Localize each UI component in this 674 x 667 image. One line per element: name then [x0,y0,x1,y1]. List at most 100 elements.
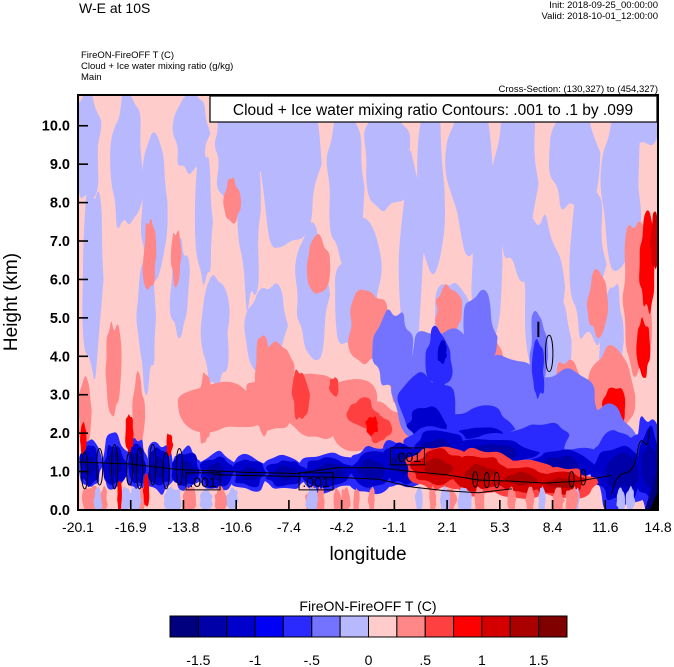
colorbar-swatch [282,615,313,638]
low-level-cooling-core [316,462,346,480]
elevated-warm-core [328,377,339,397]
cross-section-info: Cross-Section: (130,327) to (454,327) [498,84,658,95]
x-tick-label: 5.3 [490,519,510,535]
run-info: Init: 2018-09-25_00:00:00 Valid: 2018-10… [541,0,658,22]
surface-streak [342,488,351,510]
y-tick-label: 7.0 [50,234,70,250]
low-level-cooling-core [357,458,385,480]
surface-streak [367,486,375,510]
contour-label: .001 [298,472,334,491]
surface-streak [305,487,318,510]
contour-loop [544,334,554,373]
colorbar-swatch [396,615,426,638]
surface-streak [199,488,213,510]
surface-streak [214,485,227,510]
weak-cooling-region [194,137,213,285]
warming-region [586,268,609,339]
colorbar-labels: -1.5 -1 -.5 0 .5 1 1.5 [186,652,548,667]
warming-streak [117,480,122,510]
x-tick-label: -20.1 [62,519,94,535]
surface-streak [457,487,472,510]
warming-streak [142,473,150,507]
x-tick-label: 11.6 [592,519,618,535]
colorbar-label: -.5 [304,652,321,667]
surface-streak [625,485,636,510]
mid-level-cooling [372,309,414,390]
warming-region [142,218,157,290]
colorbar [169,615,568,638]
x-tick-label: 2.1 [437,519,457,535]
temperature-difference-field [78,95,658,510]
contour-labels: .001 .001 .001 [185,447,425,491]
surface-streak [616,487,626,510]
y-tick-label: 6.0 [50,272,70,288]
contour-info-box: Cloud + Ice water mixing ratio Contours:… [209,95,658,123]
contour-info-text: Cloud + Ice water mixing ratio Contours:… [233,102,633,119]
low-level-warming-core [424,458,454,476]
y-tick-label: 5.0 [50,311,70,327]
x-tick-label: 8.4 [543,519,563,535]
surface-streak [538,486,546,510]
contour-label-text: .001 [394,449,421,465]
colorbar-swatch [481,615,511,638]
x-tick-label: -13.8 [167,519,199,535]
contour-loop [95,448,104,486]
contour-loop [110,444,119,490]
y-axis: 0.0 1.0 2.0 3.0 4.0 5.0 6.0 7.0 8.0 9.0 10.0 [42,119,88,519]
surface-streak [552,487,565,510]
y-axis-label: Height (km) [1,253,22,351]
contour-label-text: .001 [189,474,216,490]
colorbar-swatch [254,615,284,638]
low-level-cooling-core [641,441,658,488]
weak-cooling-region [236,120,261,311]
contour-label: .001 [185,472,221,491]
x-tick-label: -10.6 [220,519,252,535]
surface-streak [429,486,437,510]
colorbar-label: -1 [249,652,262,667]
contour-line [610,429,651,495]
field-2: Cloud + Ice water mixing ratio (g/kg) [81,61,234,72]
x-tick-label: -7.4 [277,519,301,535]
surface-streak [316,486,325,510]
init-time: Init: 2018-09-25_00:00:00 [549,0,658,11]
surface-streak [128,487,142,510]
surface-streak [525,486,535,510]
contour-label-text: .001 [302,474,329,490]
terrain [649,490,658,510]
contour-loop [580,469,587,486]
colorbar-swatch [197,615,228,638]
valid-time: Valid: 2018-10-01_12:00:00 [541,11,658,22]
surface-streak [93,486,103,510]
contour-loop [135,448,144,490]
surface-streak [187,486,197,510]
contour-line [78,461,612,484]
contour-loop [472,471,479,488]
surface-streak [225,487,239,510]
contour-loop [493,471,500,489]
mid-level-cooling [462,289,498,388]
colorbar-title: FireON-FireOFF T (C) [299,598,436,614]
mid-level-cooling-core [437,340,447,365]
contour-loop [162,451,170,490]
contour-loop [149,444,157,486]
field-1: FireON-FireOFF T (C) [81,50,175,61]
elevated-warm-layer [262,341,295,405]
warming-streak [125,414,134,455]
colorbar-label: 1.5 [529,652,549,667]
y-tick-label: 8.0 [50,196,70,212]
contour-loop [483,471,490,489]
contour-label: .001 [389,447,425,466]
low-level-cooling-core [241,466,261,481]
y-tick-label: 9.0 [50,157,70,173]
low-level-cooling-core [151,456,167,480]
warming-streak [80,421,87,455]
colorbar-swatch [509,615,540,638]
x-tick-label: -1.1 [382,519,406,535]
colorbar-label: -1.5 [186,652,210,667]
mid-level-cooling-core [531,339,545,399]
colorbar-swatch [169,615,199,638]
x-axis: -20.1 -16.9 -13.8 -10.6 -7.4 -4.2 -1.1 2.1 5.3 8.… [62,500,672,535]
colorbar-swatch [538,615,568,638]
warming-region [435,284,463,339]
contour-loop [175,448,183,486]
